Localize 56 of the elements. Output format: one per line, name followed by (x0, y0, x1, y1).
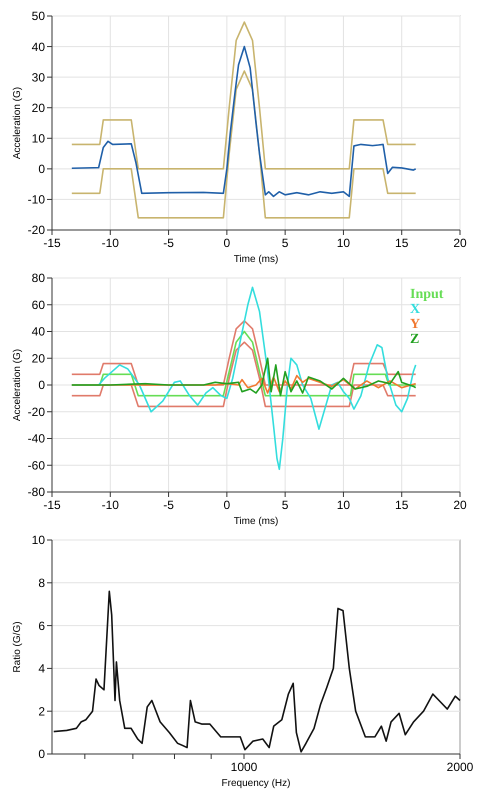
y-tick-label: 0 (38, 378, 46, 392)
y-tick-label: 10 (32, 533, 46, 548)
y-tick-label: 50 (32, 9, 46, 24)
y-tick-label: 20 (32, 100, 46, 115)
y-tick-label: 2 (38, 704, 46, 718)
x-tick-label: 5 (282, 236, 289, 250)
y-tick-label: -20 (28, 223, 46, 238)
x-axis-title: Time (ms) (234, 516, 278, 527)
x-tick-label: -15 (43, 236, 61, 250)
line-series (71, 341, 417, 408)
x-tick-label: -10 (102, 498, 120, 512)
x-tick-label: 20 (453, 236, 467, 250)
y-tick-label: 8 (38, 576, 46, 590)
y-tick-label: 80 (32, 271, 46, 286)
line-series (71, 357, 417, 396)
y-tick-label: -80 (28, 485, 46, 500)
y-tick-label: 6 (38, 618, 46, 633)
y-tick-label: 40 (32, 324, 46, 339)
y-tick-label: 0 (38, 162, 46, 176)
y-tick-label: -20 (28, 404, 46, 419)
y-tick-label: 40 (32, 40, 46, 54)
x-tick-label: 1000 (230, 760, 258, 774)
x-tick-label: 0 (224, 498, 231, 512)
x-tick-label: 15 (395, 498, 409, 512)
x-tick-label: 5 (282, 498, 289, 512)
text: Input (410, 287, 444, 302)
series-label: Z (410, 332, 420, 347)
y-tick-label: 0 (38, 747, 46, 762)
x-tick-label: -15 (43, 498, 61, 512)
y-tick-label: 60 (32, 298, 46, 312)
x-tick-label: 15 (395, 236, 409, 250)
x-tick-label: 2000 (446, 760, 474, 774)
y-axis-title: Acceleration (G) (12, 348, 23, 422)
x-tick-label: -5 (163, 498, 174, 512)
x-tick-label: -5 (163, 236, 174, 250)
y-tick-label: -40 (28, 432, 46, 446)
x-tick-label: 10 (336, 236, 350, 250)
y-tick-label: 4 (38, 662, 46, 676)
x-axis-title: Frequency (Hz) (222, 778, 290, 789)
line-series (71, 70, 417, 219)
x-tick-label: 20 (453, 498, 467, 512)
x-axis-title: Time (ms) (234, 254, 278, 265)
text: Y (410, 317, 420, 332)
x-tick-label: 0 (224, 236, 231, 250)
y-axis-title: Acceleration (G) (12, 86, 23, 160)
line-series (71, 46, 417, 198)
y-tick-label: -10 (28, 192, 46, 207)
y-tick-label: -60 (28, 458, 46, 472)
text: X (410, 302, 420, 317)
x-tick-label: -10 (102, 236, 120, 250)
y-tick-label: 30 (32, 70, 46, 84)
x-tick-label: 10 (336, 498, 350, 512)
y-axis-title: Ratio (G/G) (12, 621, 23, 673)
line-series (71, 21, 417, 170)
y-tick-label: 20 (32, 351, 46, 366)
y-tick-label: 10 (32, 131, 46, 146)
